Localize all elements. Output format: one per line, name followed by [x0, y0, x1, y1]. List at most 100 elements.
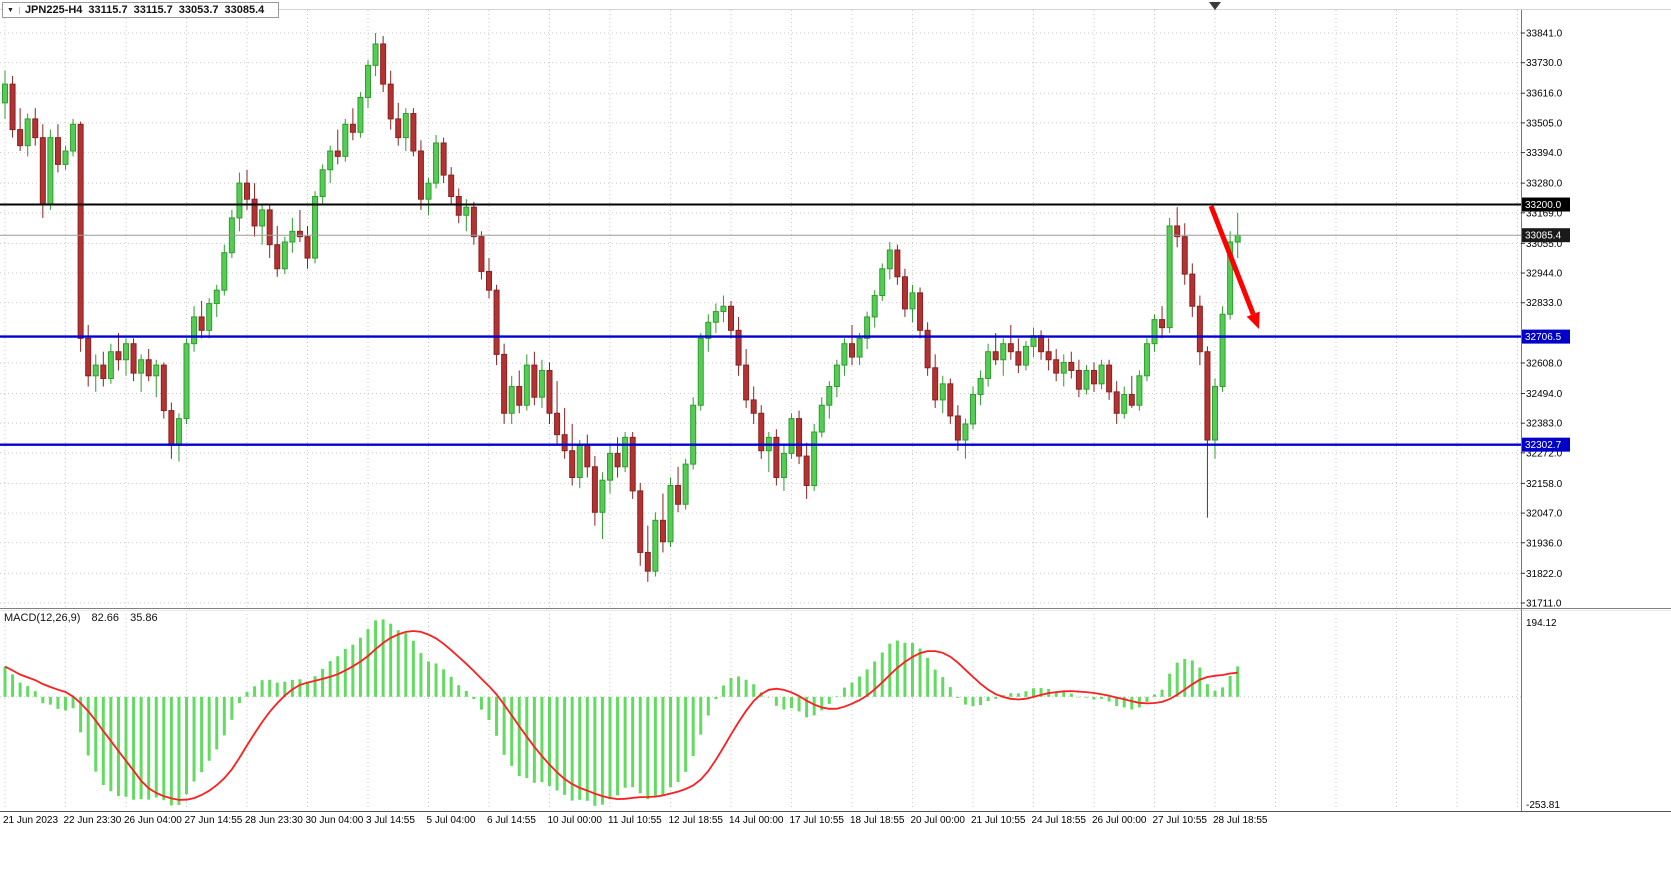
- candle: [538, 369, 545, 398]
- ohlc-low: 33053.7: [178, 4, 219, 16]
- price-axis-label: 32494.0: [1526, 389, 1563, 400]
- macd-histogram-bar: [744, 679, 748, 697]
- chart-shift-marker-icon[interactable]: [1209, 2, 1221, 10]
- trend-arrow-annotation[interactable]: [1208, 205, 1260, 329]
- candle: [841, 343, 848, 366]
- candle: [1075, 369, 1082, 390]
- candle: [17, 129, 24, 147]
- candle: [1219, 313, 1226, 388]
- macd-histogram-bar: [11, 674, 15, 697]
- macd-histogram-bar: [510, 696, 514, 766]
- candle: [682, 463, 689, 505]
- arrow-head: [1246, 311, 1260, 329]
- macd-histogram-bar: [600, 696, 604, 805]
- candle: [932, 367, 939, 401]
- price-axis-label: 33394.0: [1526, 148, 1563, 159]
- price-axis[interactable]: 33841.0 33730.0 33616.0 33505.0 33394.0 33280…: [1521, 29, 1570, 610]
- price-badge: [1522, 197, 1570, 212]
- macd-histogram-bar: [646, 696, 650, 800]
- time-axis-label: 26 Jun 04:00: [124, 815, 182, 826]
- candle: [954, 415, 961, 441]
- candle: [54, 137, 61, 165]
- macd-name: MACD(12,26,9): [4, 612, 81, 624]
- candle: [296, 230, 303, 238]
- time-axis-label: 12 Jul 18:55: [669, 815, 724, 826]
- candle: [864, 316, 871, 339]
- symbol-dropdown-icon[interactable]: ▼: [6, 6, 20, 14]
- price-badge-label: 33200.0: [1525, 200, 1562, 211]
- time-axis-label: 18 Jul 18:55: [850, 815, 905, 826]
- time-axis-label: 27 Jun 14:55: [185, 815, 243, 826]
- candle: [591, 466, 598, 513]
- candle: [372, 43, 379, 66]
- candle: [554, 412, 561, 436]
- macd-histogram-bar: [706, 696, 710, 716]
- macd-histogram-bar: [1054, 691, 1058, 697]
- macd-histogram-bar: [290, 679, 294, 697]
- candle: [728, 305, 734, 331]
- candle: [244, 182, 250, 200]
- macd-histogram-bar: [185, 696, 188, 795]
- macd-histogram-bar: [449, 676, 453, 697]
- candle: [1234, 234, 1241, 243]
- macd-histogram-bar: [132, 696, 136, 800]
- indicator-axis[interactable]: 194.12 -253.81: [1526, 618, 1560, 811]
- candle: [992, 351, 999, 361]
- macd-histogram-bar: [442, 669, 446, 697]
- price-axis-label: 32833.0: [1526, 298, 1563, 309]
- macd-histogram-bar: [1175, 662, 1179, 697]
- macd-histogram-bar: [1039, 688, 1043, 697]
- macd-histogram-bar: [774, 696, 778, 706]
- macd-histogram-bar: [820, 696, 824, 711]
- price-axis-label: 32158.0: [1526, 479, 1563, 490]
- macd-histogram-bar: [593, 696, 597, 806]
- candle: [1022, 345, 1029, 366]
- candle: [1007, 343, 1014, 353]
- macd-histogram-bar: [177, 696, 181, 805]
- macd-histogram-bar: [638, 696, 642, 794]
- macd-histogram-bar: [215, 696, 219, 750]
- candle: [39, 137, 46, 206]
- candle: [977, 377, 984, 396]
- macd-histogram-bar: [721, 685, 725, 697]
- macd-histogram-bar: [472, 696, 476, 700]
- symbol-name: JPN225-H4: [24, 4, 83, 16]
- candle: [720, 305, 727, 313]
- candle: [1166, 225, 1173, 329]
- macd-histogram-bar: [381, 619, 385, 697]
- time-axis[interactable]: 21 Jun 2023 22 Jun 23:30 26 Jun 04:00 27 Ju…: [3, 815, 1268, 826]
- macd-histogram-bar: [805, 696, 809, 718]
- macd-histogram-bar: [26, 686, 30, 697]
- macd-histogram-bar: [1228, 675, 1232, 697]
- macd-histogram-bar: [253, 686, 257, 697]
- candle: [516, 386, 523, 406]
- macd-histogram-bar: [237, 696, 241, 704]
- macd-histogram-bar: [752, 684, 756, 697]
- time-axis-label: 17 Jul 10:55: [790, 815, 845, 826]
- candle: [417, 150, 424, 200]
- candle: [1068, 361, 1075, 371]
- macd-histogram-bar: [419, 653, 423, 697]
- macd-histogram-bar: [162, 696, 166, 801]
- macd-histogram-bar: [1092, 696, 1096, 700]
- symbol-title-box[interactable]: ▼ JPN225-H4 33115.7 33115.7 33053.7 3308…: [2, 2, 280, 18]
- macd-histogram-bar: [850, 682, 854, 697]
- candle: [856, 337, 863, 358]
- horizontal-line-objects[interactable]: [0, 203, 1521, 446]
- candle: [811, 431, 818, 487]
- candle: [917, 292, 924, 331]
- candle: [387, 83, 394, 120]
- candle: [395, 118, 402, 139]
- candle: [160, 364, 167, 412]
- macd-histogram-bar: [812, 696, 816, 716]
- candle: [221, 252, 228, 291]
- candle: [833, 364, 840, 388]
- macd-signal-value: 35.86: [130, 612, 158, 624]
- macd-histogram-bar: [192, 696, 196, 782]
- macd-histogram-bar: [858, 676, 862, 697]
- macd-axis-max: 194.12: [1526, 618, 1557, 629]
- macd-histogram-bar: [623, 696, 627, 788]
- macd-signal-line: [4, 630, 1238, 801]
- time-axis-label: 24 Jul 18:55: [1032, 815, 1087, 826]
